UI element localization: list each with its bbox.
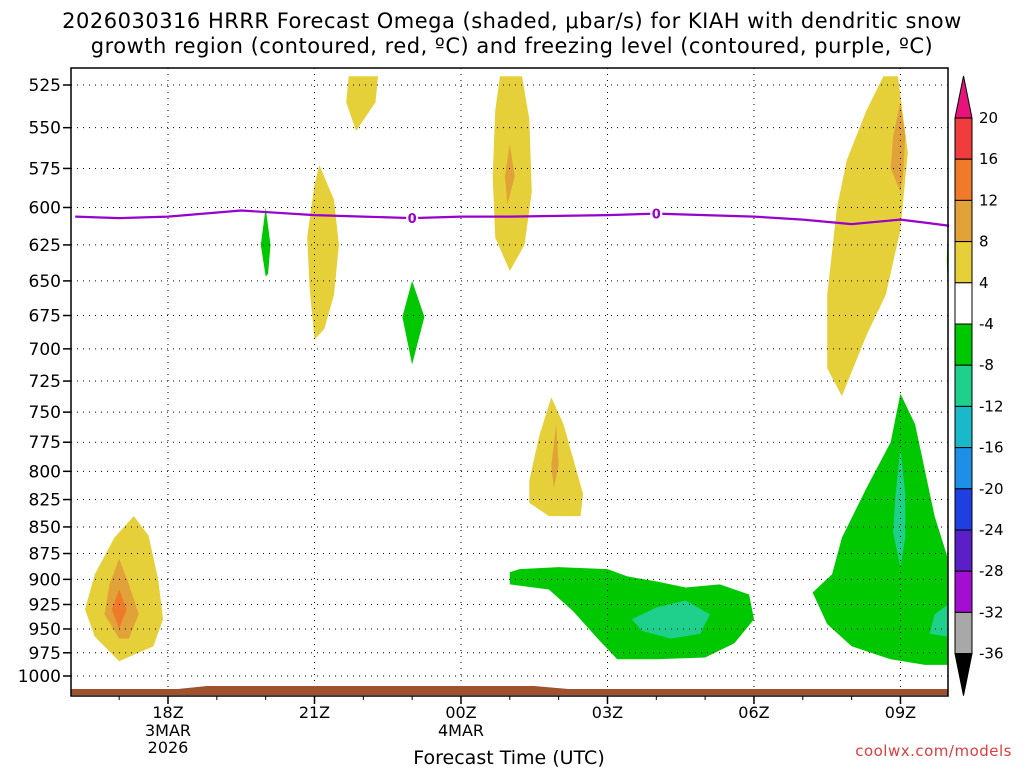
- y-tick-label: 575: [29, 159, 61, 179]
- colorbar-swatch: [954, 447, 973, 490]
- y-axis-ticks: 525 550 575 600 625 650 675 700 725 750 775 800 825 8…: [18, 76, 71, 687]
- x-tick-sublabel: 3MAR: [145, 721, 191, 740]
- colorbar-label: 20: [979, 109, 998, 127]
- surface-band-rect: [71, 689, 948, 695]
- colorbar-swatch: [954, 158, 973, 201]
- y-tick-label: 900: [29, 570, 61, 590]
- colorbar: 20 16 12 8 4 -4 -8 -12 -16 -20 -24 -28 -32 -36: [954, 75, 1004, 696]
- colorbar-label: -32: [979, 603, 1004, 621]
- colorbar-swatch: [954, 611, 973, 655]
- grid-lines: [71, 68, 948, 696]
- freezing-level-label-bg: [650, 206, 663, 220]
- colorbar-swatch: [954, 405, 973, 449]
- y-tick-label: 1000: [18, 667, 61, 687]
- freezing-level-label-bg: [406, 211, 419, 225]
- colorbar-swatch: [954, 570, 973, 613]
- colorbar-top-arrow: [954, 75, 973, 119]
- x-tick-label: 09Z: [885, 703, 916, 722]
- omega-region-warm-18z-core: [111, 589, 127, 629]
- x-tick-label: 06Z: [738, 703, 769, 722]
- omega-region-cold-09z-core-a: [893, 448, 906, 568]
- omega-region-warm-21z: [307, 165, 339, 340]
- y-tick-label: 625: [29, 236, 61, 256]
- surface-bump: [177, 686, 569, 689]
- colorbar-label: -28: [979, 562, 1004, 580]
- x-tick-sublabel: 2026: [148, 738, 189, 757]
- y-tick-label: 700: [29, 340, 61, 360]
- y-tick-label: 850: [29, 518, 61, 538]
- x-tick-label: 00Z: [445, 703, 476, 722]
- y-tick-label: 800: [29, 462, 61, 482]
- x-tick-sublabel: 4MAR: [438, 721, 484, 740]
- colorbar-swatch: [954, 117, 973, 160]
- omega-region-cold-03z-core: [631, 600, 710, 639]
- colorbar-label: 8: [979, 233, 989, 251]
- omega-region-cold-23z: [402, 280, 425, 365]
- y-tick-label: 975: [29, 644, 61, 664]
- omega-region-cold-09z-core-b: [929, 604, 948, 637]
- y-tick-label: 525: [29, 76, 61, 96]
- colorbar-label: -16: [979, 439, 1004, 457]
- freezing-level-line: [75, 209, 950, 228]
- y-tick-label: 725: [29, 372, 61, 392]
- omega-region-cold-03z-band: [509, 567, 754, 660]
- surface-band: [71, 686, 948, 695]
- y-tick-label: 600: [29, 198, 61, 218]
- y-tick-label: 550: [29, 119, 61, 139]
- y-tick-label: 875: [29, 545, 61, 565]
- colorbar-label: 4: [979, 274, 989, 292]
- colorbar-bottom-arrow: [954, 653, 973, 696]
- omega-region-cold-20z: [260, 207, 271, 277]
- freezing-level-label: 0: [652, 208, 661, 223]
- freezing-level-label: 0: [408, 212, 417, 227]
- x-tick-label: 18Z: [152, 703, 183, 722]
- colorbar-swatch: [954, 323, 973, 366]
- colorbar-label: -8: [979, 356, 994, 374]
- colorbar-label: -12: [979, 397, 1004, 415]
- colorbar-swatch: [954, 488, 973, 531]
- omega-region-warm-22z-top: [346, 76, 378, 131]
- chart-title-line1: 2026030316 HRRR Forecast Omega (shaded, …: [62, 9, 962, 33]
- chart-title-line2: growth region (contoured, red, ºC) and f…: [90, 34, 934, 58]
- x-tick-label: 03Z: [592, 703, 623, 722]
- y-tick-label: 650: [29, 272, 61, 292]
- x-tick-label: 21Z: [299, 703, 330, 722]
- colorbar-swatch: [954, 364, 973, 407]
- credit-text: coolwx.com/models: [855, 742, 1012, 760]
- y-tick-label: 775: [29, 433, 61, 453]
- colorbar-swatch: [954, 199, 973, 243]
- x-axis-title: Forecast Time (UTC): [413, 747, 604, 768]
- colorbar-label: -24: [979, 521, 1004, 539]
- colorbar-swatch: [954, 529, 973, 572]
- colorbar-swatch: [954, 282, 973, 325]
- omega-region-warm-01z-core: [504, 144, 515, 205]
- omega-shaded-regions: [85, 76, 948, 665]
- omega-region-cold-09z-outer: [812, 393, 948, 665]
- colorbar-swatch: [954, 241, 973, 284]
- y-tick-label: 950: [29, 620, 61, 640]
- y-tick-label: 750: [29, 403, 61, 423]
- colorbar-label: -36: [979, 645, 1004, 663]
- colorbar-label: 16: [979, 150, 998, 168]
- y-tick-label: 825: [29, 491, 61, 511]
- colorbar-label: -4: [979, 315, 994, 333]
- omega-region-warm-02z-core: [551, 424, 559, 489]
- colorbar-label: 12: [979, 191, 998, 209]
- omega-region-warm-08z-core: [890, 102, 906, 193]
- omega-region-warm-08z-outer: [827, 76, 908, 397]
- y-tick-label: 675: [29, 307, 61, 327]
- y-tick-label: 925: [29, 595, 61, 615]
- colorbar-label: -20: [979, 480, 1004, 498]
